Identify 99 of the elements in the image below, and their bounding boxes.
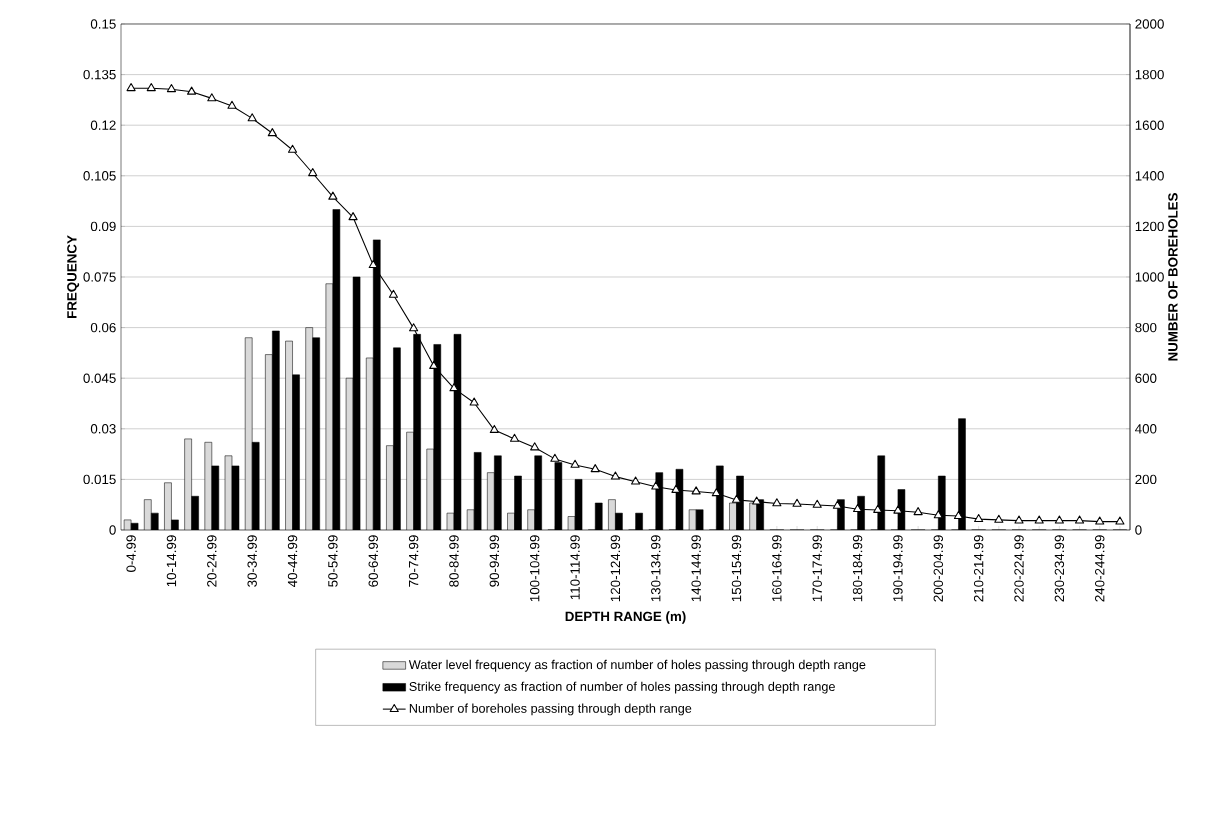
y2-tick-label: 1000 xyxy=(1135,272,1164,282)
point xyxy=(1034,515,1044,524)
point xyxy=(207,93,217,102)
point xyxy=(348,212,358,221)
y2-tick-label: 800 xyxy=(1135,322,1157,333)
point xyxy=(832,500,842,509)
point xyxy=(166,84,177,93)
y2-tick-label: 1200 xyxy=(1135,221,1164,232)
x-tick-label: 140-144.99 xyxy=(691,535,701,602)
x-tick-label: 220-224.99 xyxy=(1014,535,1024,602)
legend-label: Number of boreholes passing through depth range xyxy=(409,703,692,716)
point xyxy=(994,514,1004,523)
y2-tick-label: 200 xyxy=(1135,474,1157,485)
point xyxy=(570,459,580,468)
x-tick-label: 100-104.99 xyxy=(529,535,540,602)
point xyxy=(691,486,701,495)
x-tick-label: 210-214.99 xyxy=(973,535,984,602)
point xyxy=(893,505,903,514)
x-tick-label: 150-154.99 xyxy=(731,535,742,602)
point xyxy=(812,499,822,508)
point xyxy=(731,494,742,503)
y2-axis-title: NUMBER OF BOREHOLES xyxy=(1168,193,1178,361)
x-tick-label: 110-114.99 xyxy=(570,535,580,600)
y-tick-label: 0.075 xyxy=(83,272,116,282)
x-tick-label: 10-14.99 xyxy=(166,535,177,587)
point xyxy=(509,433,520,442)
point xyxy=(631,476,641,485)
x-tick-label: 0-4.99 xyxy=(126,535,136,572)
y2-tick-label: 400 xyxy=(1135,424,1157,434)
y2-tick-label: 2000 xyxy=(1135,19,1164,29)
point xyxy=(853,504,863,513)
point xyxy=(590,464,600,473)
y2-tick-label: 0 xyxy=(1135,525,1142,535)
point xyxy=(409,323,419,332)
point xyxy=(489,424,499,433)
point xyxy=(974,513,984,522)
point xyxy=(933,510,943,519)
y2-tick-label: 1800 xyxy=(1135,69,1164,80)
y2-tick-label: 600 xyxy=(1135,373,1157,383)
y-tick-label: 0.015 xyxy=(83,474,116,485)
point xyxy=(873,504,883,513)
point xyxy=(287,144,298,153)
point xyxy=(388,289,399,298)
y-tick-label: 0.105 xyxy=(83,171,116,181)
y-tick-label: 0.06 xyxy=(90,322,116,333)
point xyxy=(610,471,620,480)
point xyxy=(146,83,156,92)
x-tick-label: 50-54.99 xyxy=(328,535,338,587)
point xyxy=(449,383,459,392)
x-tick-label: 20-24.99 xyxy=(207,535,217,587)
point xyxy=(187,86,197,95)
x-axis-title: DEPTH RANGE (m) xyxy=(565,611,686,624)
y-tick-label: 0.15 xyxy=(90,19,116,29)
point xyxy=(550,453,560,462)
point xyxy=(530,442,540,451)
point xyxy=(267,128,277,137)
x-tick-label: 90-94.99 xyxy=(489,535,500,587)
y-tick-label: 0.135 xyxy=(83,69,116,80)
point xyxy=(247,113,257,122)
point xyxy=(953,510,964,519)
y2-tick-label: 1600 xyxy=(1135,120,1164,130)
point xyxy=(1115,516,1125,525)
y-axis-title: FREQUENCY xyxy=(67,235,80,318)
x-tick-label: 190-194.99 xyxy=(893,535,903,602)
point xyxy=(1074,515,1085,524)
point xyxy=(308,168,318,177)
x-tick-label: 160-164.99 xyxy=(772,535,782,602)
y-tick-label: 0.03 xyxy=(90,424,116,434)
x-tick-label: 130-134.99 xyxy=(651,535,661,602)
y-tick-label: 0.045 xyxy=(83,373,116,383)
y-tick-label: 0.12 xyxy=(90,120,116,130)
legend-label: Strike frequency as fraction of number of holes passing through depth range xyxy=(409,681,835,694)
legend-label: Water level frequency as fraction of number of holes passing through depth range xyxy=(408,659,866,672)
point xyxy=(328,191,338,200)
point xyxy=(1014,515,1024,524)
point xyxy=(913,507,923,516)
x-tick-label: 200-204.99 xyxy=(933,535,944,602)
point xyxy=(469,397,479,406)
x-tick-label: 180-184.99 xyxy=(852,535,863,602)
x-tick-label: 30-34.99 xyxy=(247,535,257,587)
y2-tick-label: 1400 xyxy=(1135,171,1164,181)
x-tick-label: 230-234.99 xyxy=(1054,535,1065,602)
x-tick-label: 240-244.99 xyxy=(1095,535,1105,602)
point xyxy=(1095,516,1105,525)
point xyxy=(126,83,136,92)
point xyxy=(772,498,782,507)
point xyxy=(1054,515,1064,524)
point xyxy=(368,259,378,268)
x-tick-label: 40-44.99 xyxy=(287,535,298,588)
y-tick-label: 0 xyxy=(109,525,116,535)
x-tick-label: 60-64.99 xyxy=(368,535,378,587)
point xyxy=(792,498,802,507)
x-tick-label: 170-174.99 xyxy=(812,535,822,602)
x-tick-label: 70-74.99 xyxy=(408,535,419,587)
y-tick-label: 0.09 xyxy=(90,221,116,232)
x-tick-label: 120-124.99 xyxy=(610,535,621,602)
point xyxy=(227,100,237,109)
point xyxy=(711,488,721,497)
x-tick-label: 80-84.99 xyxy=(449,535,459,587)
